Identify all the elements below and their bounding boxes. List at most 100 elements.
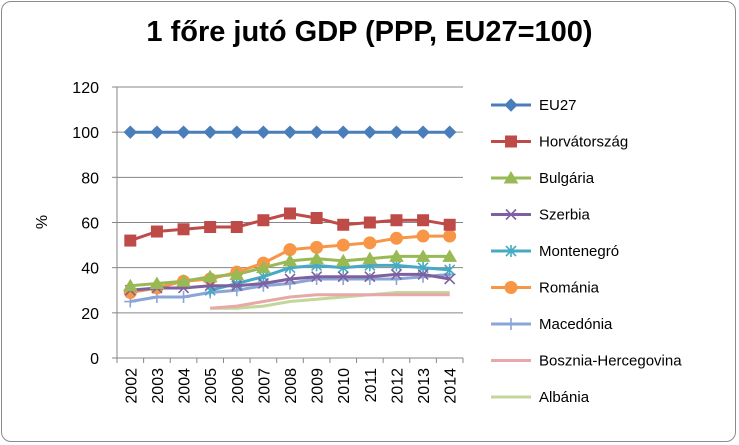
series-line-albania — [210, 291, 450, 310]
data-point-horvatorszag — [310, 211, 323, 224]
data-point-macedonia — [310, 272, 323, 285]
data-point-eu27 — [442, 125, 457, 139]
legend-marker-montenegro — [505, 245, 517, 257]
data-point-horvatorszag — [417, 214, 430, 227]
y-tick-label: 20 — [81, 306, 99, 323]
series-line-bosznia-hercegovina — [210, 293, 450, 310]
x-tick-label: 2007 — [256, 368, 273, 404]
data-point-eu27 — [336, 125, 350, 139]
data-point-romania — [443, 229, 457, 243]
data-point-szerbia — [284, 273, 296, 285]
x-tick-label: 2012 — [389, 368, 406, 404]
data-point-macedonia — [177, 291, 190, 304]
data-point-bulgaria — [282, 253, 298, 267]
data-point-eu27 — [176, 125, 191, 139]
x-tick-label: 2013 — [416, 368, 433, 404]
data-point-horvatorszag — [284, 207, 296, 220]
data-point-bulgaria — [442, 249, 458, 262]
data-point-bulgaria — [149, 276, 165, 289]
data-point-szerbia — [444, 273, 456, 285]
data-point-horvatorszag — [390, 214, 403, 227]
data-point-horvatorszag — [150, 225, 163, 238]
legend-label-szerbia: Szerbia — [539, 207, 591, 224]
data-point-macedonia — [363, 272, 376, 285]
x-tick-label: 2014 — [443, 368, 460, 404]
data-point-eu27 — [416, 125, 430, 139]
x-tick-label: 2003 — [150, 368, 167, 404]
legend-label-bosznia-hercegovina: Bosznia-Hercegovina — [539, 353, 682, 370]
data-point-romania — [336, 238, 350, 252]
legend-marker-macedonia — [505, 318, 517, 330]
data-point-szerbia — [311, 271, 323, 283]
data-point-horvatorszag — [204, 221, 217, 234]
data-point-romania — [310, 240, 324, 254]
data-point-szerbia — [231, 280, 243, 292]
data-point-bulgaria — [122, 278, 138, 292]
data-point-macedonia — [337, 272, 350, 285]
legend-label-romania: Románia — [539, 280, 600, 297]
x-tick-label: 2009 — [310, 368, 327, 404]
data-point-horvatorszag — [363, 216, 376, 229]
y-tick-label: 60 — [81, 216, 99, 233]
data-point-horvatorszag — [230, 221, 243, 234]
x-tick-label: 2010 — [336, 368, 353, 404]
x-tick-label: 2002 — [123, 368, 140, 404]
legend-label-montenegro: Montenegró — [539, 243, 619, 260]
x-tick-label: 2005 — [203, 368, 220, 404]
legend-marker-romania — [504, 281, 518, 294]
y-tick-label: 100 — [72, 125, 99, 142]
legend-marker-szerbia — [505, 208, 517, 221]
chart-title: 1 főre jutó GDP (PPP, EU27=100) — [146, 16, 593, 48]
data-point-bulgaria — [362, 251, 378, 265]
data-point-horvatorszag — [337, 218, 350, 231]
data-point-eu27 — [363, 125, 377, 139]
x-tick-label: 2011 — [363, 368, 380, 403]
legend-marker-bulgaria — [503, 171, 519, 184]
data-point-eu27 — [389, 125, 404, 139]
legend-label-horvatorszag: Horvátország — [539, 134, 628, 151]
legend-label-albania: Albánia — [539, 389, 590, 406]
legend-marker-horvatorszag — [505, 135, 517, 148]
data-point-eu27 — [309, 125, 324, 139]
legend-label-macedonia: Macedónia — [539, 316, 613, 333]
legend-marker-eu27 — [504, 98, 518, 112]
data-point-eu27 — [230, 125, 244, 139]
data-point-horvatorszag — [124, 234, 137, 247]
data-point-romania — [416, 229, 430, 243]
data-point-szerbia — [204, 280, 216, 292]
data-point-bulgaria — [415, 249, 431, 262]
data-point-romania — [389, 231, 403, 245]
data-point-szerbia — [390, 268, 403, 281]
data-point-bulgaria — [176, 274, 191, 287]
legend-label-eu27: EU27 — [539, 97, 577, 114]
data-point-szerbia — [337, 271, 349, 283]
y-tick-label: 0 — [90, 351, 99, 368]
data-point-eu27 — [256, 125, 271, 139]
data-point-eu27 — [203, 125, 217, 139]
data-point-eu27 — [150, 125, 164, 139]
y-tick-label: 80 — [81, 170, 99, 187]
data-point-eu27 — [123, 125, 138, 139]
legend-label-bulgaria: Bulgária — [539, 170, 595, 187]
data-point-bulgaria — [389, 249, 404, 262]
y-axis-label: % — [34, 215, 51, 229]
x-tick-label: 2004 — [177, 368, 194, 404]
x-tick-label: 2008 — [283, 368, 300, 404]
x-tick-label: 2006 — [230, 368, 247, 404]
y-tick-label: 40 — [81, 261, 99, 278]
data-point-bulgaria — [256, 260, 271, 274]
series-line-montenegro — [209, 263, 450, 292]
data-point-szerbia — [417, 268, 429, 281]
data-point-bulgaria — [229, 267, 245, 280]
data-point-bulgaria — [202, 269, 218, 283]
data-point-szerbia — [257, 277, 269, 290]
data-point-szerbia — [364, 271, 376, 283]
data-point-romania — [283, 243, 297, 257]
data-point-horvatorszag — [257, 214, 270, 227]
data-point-montenegro — [444, 263, 456, 276]
y-tick-label: 120 — [72, 80, 99, 97]
data-point-horvatorszag — [443, 218, 456, 231]
data-point-bulgaria — [309, 251, 324, 265]
data-point-eu27 — [283, 125, 297, 139]
